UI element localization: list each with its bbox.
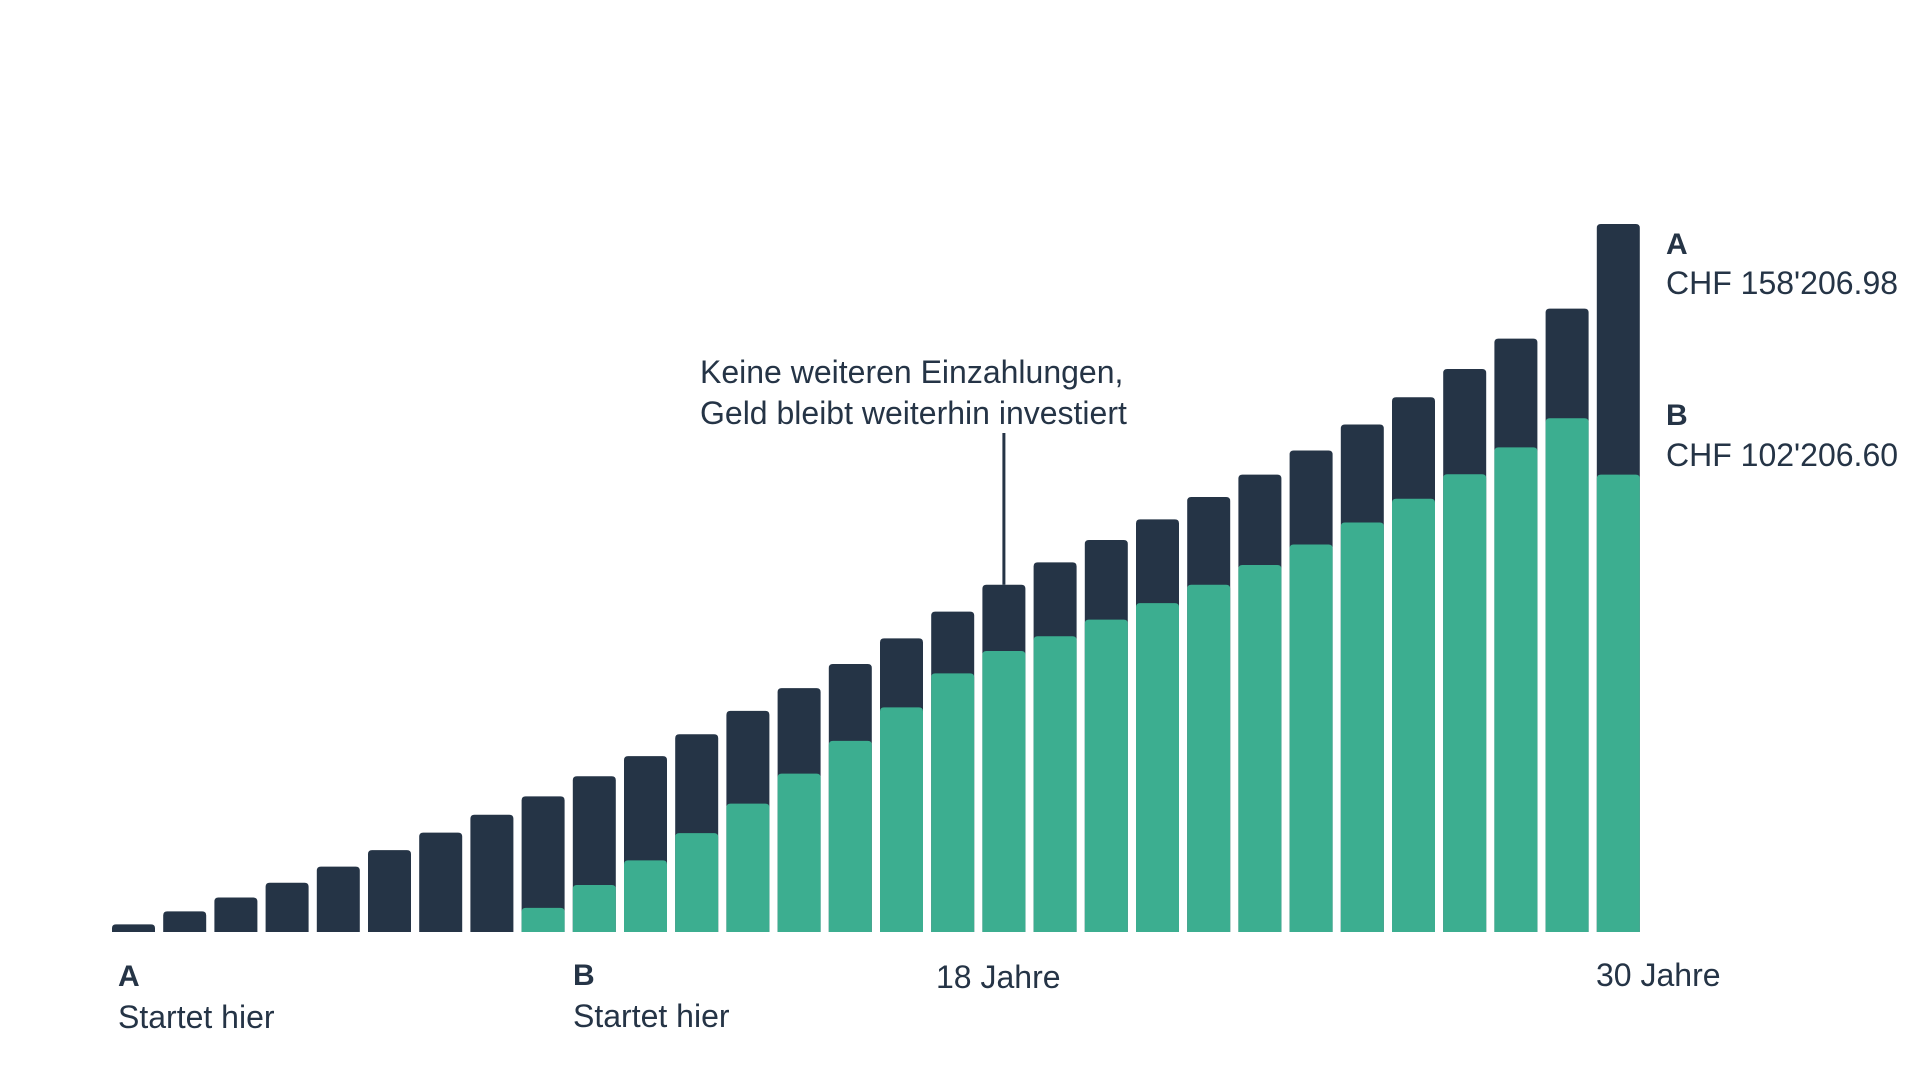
bar-series-b-year-19: [1033, 636, 1077, 932]
annotation-text: Keine weiteren Einzahlungen, Geld bleibt…: [700, 352, 1127, 434]
bar-series-b-year-27: [1443, 474, 1487, 932]
x-tick-label-18: 18 Jahre: [936, 959, 1061, 995]
final-label-b-letter: B: [1666, 399, 1688, 432]
start-label-b-letter: B: [573, 959, 595, 992]
bar-series-b-year-22: [1187, 584, 1231, 932]
bar-series-b-year-26: [1392, 498, 1435, 932]
annotation-line-2: Geld bleibt weiterhin investiert: [700, 395, 1127, 431]
bar-series-a-year-2: [163, 911, 207, 932]
bar-series-a-year-3: [214, 897, 258, 932]
bar-series-b-year-15: [828, 740, 872, 932]
bar-series-a-year-8: [470, 814, 514, 932]
bar-series-b-year-29: [1545, 418, 1589, 932]
bar-series-b-year-20: [1084, 619, 1128, 932]
bar-series-b-year-18: [982, 650, 1026, 932]
final-label-b-value: CHF 102'206.60: [1666, 437, 1899, 473]
bar-series-b-year-25: [1340, 522, 1384, 932]
bar-series-a-year-9: [521, 796, 565, 932]
bar-series-b-year-12: [675, 833, 719, 932]
bar-series-a-year-6: [368, 850, 411, 932]
bar-series-a-year-5: [316, 866, 360, 932]
bar-series-b-year-30: [1596, 474, 1640, 932]
bar-series-b-year-11: [624, 860, 667, 932]
bar-series-b-year-21: [1136, 603, 1179, 932]
series-b-bars: [521, 418, 1640, 932]
bar-series-b-year-16: [880, 707, 923, 932]
bar-series-b-year-24: [1289, 544, 1333, 932]
bar-series-b-year-28: [1494, 447, 1538, 932]
bar-series-b-year-13: [726, 803, 770, 932]
start-label-a-letter: A: [118, 960, 140, 993]
bar-series-b-year-14: [777, 773, 821, 932]
final-label-a-letter: A: [1666, 228, 1688, 261]
bar-series-b-year-9: [521, 907, 565, 932]
annotation-line-1: Keine weiteren Einzahlungen,: [700, 354, 1124, 390]
bar-series-a-year-1: [112, 924, 155, 932]
bar-series-a-year-4: [265, 882, 309, 932]
final-label-a-value: CHF 158'206.98: [1666, 265, 1899, 301]
bar-series-a-year-7: [419, 832, 463, 932]
bar-series-b-year-17: [931, 673, 975, 932]
x-tick-label-30: 30 Jahre: [1596, 957, 1721, 993]
start-label-b-text: Startet hier: [573, 998, 730, 1034]
bar-series-b-year-10: [572, 885, 616, 932]
bar-series-b-year-23: [1238, 565, 1282, 932]
start-label-a-text: Startet hier: [118, 999, 275, 1035]
